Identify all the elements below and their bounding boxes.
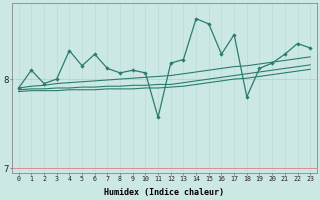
X-axis label: Humidex (Indice chaleur): Humidex (Indice chaleur) [104, 188, 224, 197]
